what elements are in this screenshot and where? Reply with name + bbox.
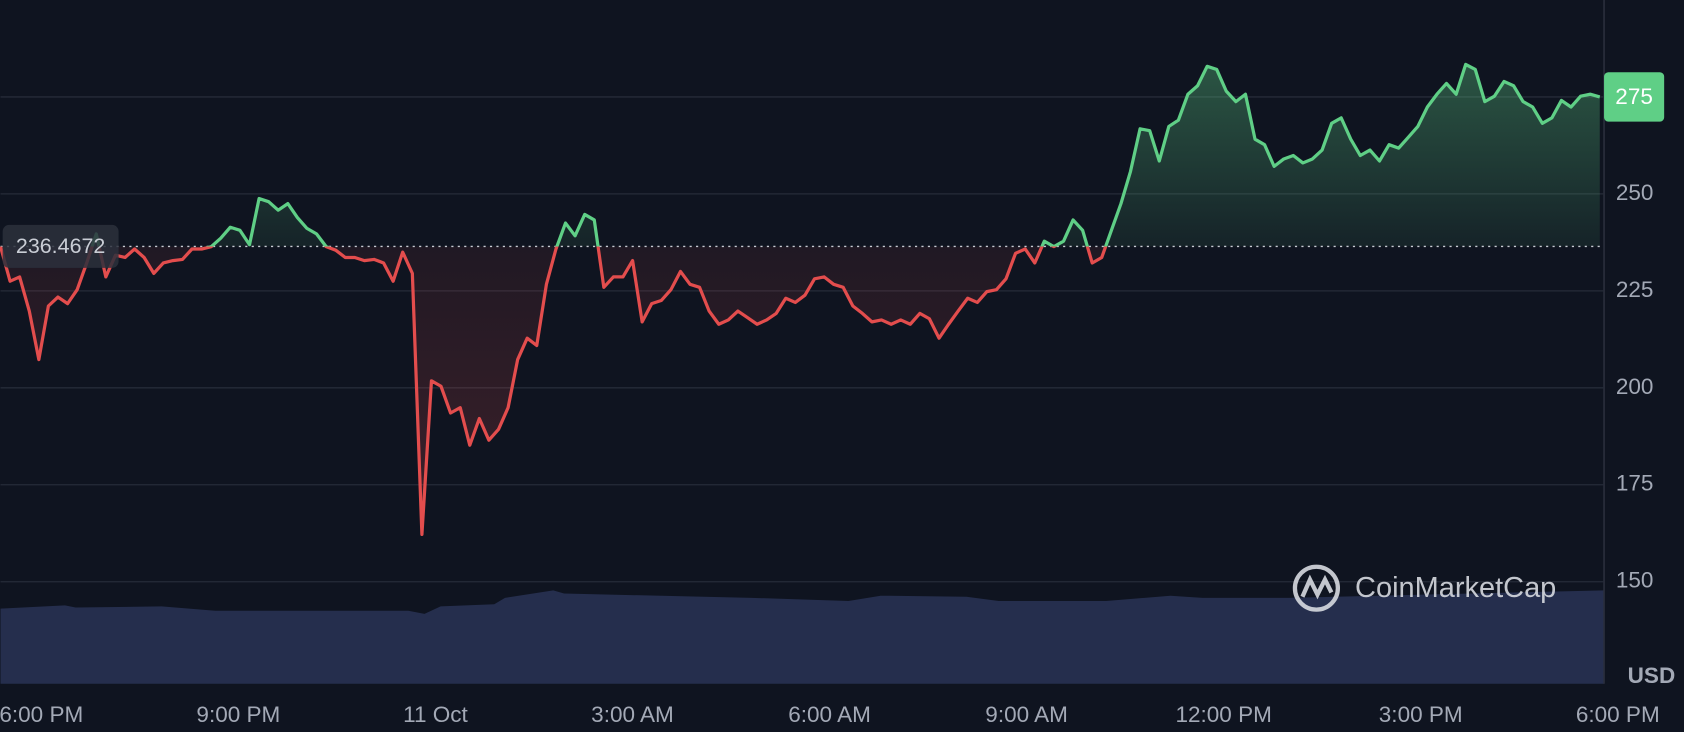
currency-label: USD bbox=[1628, 663, 1676, 688]
volume-area bbox=[0, 590, 1605, 684]
y-tick-label: 200 bbox=[1616, 374, 1654, 399]
price-area bbox=[0, 64, 1600, 535]
y-tick-label: 150 bbox=[1616, 568, 1654, 593]
watermark-logo bbox=[1292, 564, 1341, 612]
x-tick-label: 6:00 PM bbox=[0, 702, 83, 727]
x-tick-label: 9:00 PM bbox=[196, 702, 280, 727]
price-tag: 275 bbox=[1615, 84, 1653, 109]
baseline-label-bg bbox=[2, 224, 119, 268]
x-tick-label: 6:00 PM bbox=[1576, 702, 1660, 727]
y-tick-label: 225 bbox=[1616, 277, 1654, 302]
x-tick-label: 9:00 AM bbox=[985, 702, 1068, 727]
baseline-label: 236.4672 bbox=[16, 234, 105, 258]
y-tick-label: 175 bbox=[1616, 471, 1654, 496]
y-tick-label: 250 bbox=[1616, 180, 1654, 205]
price-line bbox=[0, 62, 1601, 537]
x-tick-label: 11 Oct bbox=[403, 702, 468, 727]
x-tick-label: 6:00 AM bbox=[788, 702, 871, 727]
price-tag-bg bbox=[1604, 72, 1665, 122]
x-tick-label: 3:00 AM bbox=[591, 702, 674, 727]
watermark: CoinMarketCap bbox=[1355, 572, 1556, 604]
x-tick-label: 3:00 PM bbox=[1379, 702, 1463, 727]
x-tick-label: 12:00 PM bbox=[1175, 702, 1271, 727]
